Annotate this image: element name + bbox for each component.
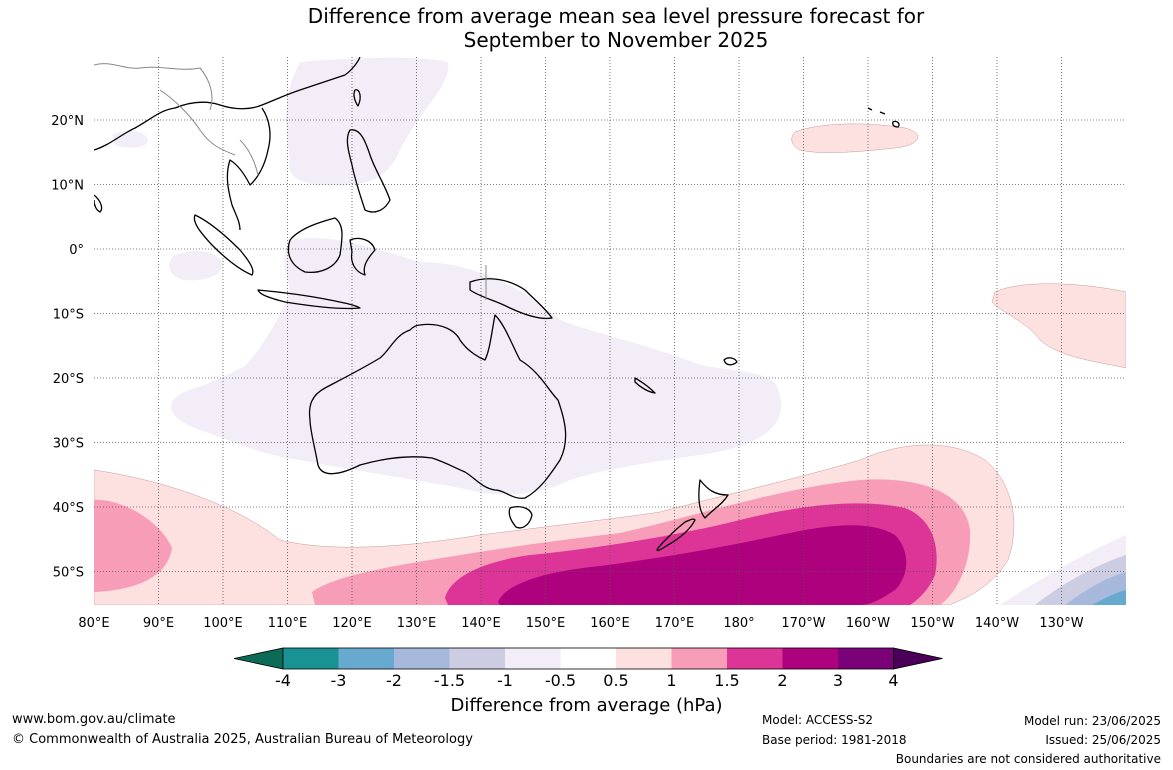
longitude-label: 160°W <box>846 616 890 631</box>
title-line-2: September to November 2025 <box>463 28 769 52</box>
colorbar: -4 -3 -2 -1.5 -1 -0.5 0.5 1 1.5 2 3 4 <box>233 647 943 690</box>
issued-date: Issued: 25/06/2025 <box>1045 733 1161 747</box>
anomaly-region-rose-west <box>94 499 172 592</box>
new-zealand-north-coastline <box>698 479 729 519</box>
sumatra-coastline <box>193 214 254 276</box>
disclaimer-text: Boundaries are not considered authoritat… <box>895 752 1161 766</box>
latitude-label: 10°S <box>53 308 84 323</box>
longitude-label: 130°W <box>1039 616 1083 631</box>
colorbar-swatch <box>505 648 561 669</box>
anomaly-region-purple <box>498 525 907 605</box>
latitude-label: 0° <box>69 243 84 258</box>
longitude-label: 140°E <box>461 616 501 631</box>
new-guinea-coastline <box>469 278 553 320</box>
longitude-label: 130°E <box>397 616 437 631</box>
sulawesi-coastline <box>349 237 376 276</box>
longitude-label: 120°E <box>332 616 372 631</box>
colorbar-tick-label: -4 <box>275 671 291 690</box>
colorbar-swatch <box>727 648 783 669</box>
anomaly-region-pink-north <box>791 123 918 153</box>
website-link[interactable]: www.bom.gov.au/climate <box>12 712 176 727</box>
colorbar-tick-label: -3 <box>331 671 347 690</box>
longitude-label: 180° <box>723 616 754 631</box>
longitude-label: 90°E <box>143 616 174 631</box>
colorbar-tick-label: 2 <box>777 671 787 690</box>
longitude-label: 100°E <box>203 616 243 631</box>
title-line-1: Difference from average mean sea level p… <box>307 4 925 28</box>
colorbar-swatch <box>616 648 672 669</box>
philippines-coastline <box>346 129 391 213</box>
coastlines <box>94 57 900 552</box>
colorbar-tick-label: -1.5 <box>434 671 465 690</box>
copyright-text: © Commonwealth of Australia 2025, Austra… <box>12 732 473 747</box>
anomaly-region-pink-east <box>991 283 1126 369</box>
longitude-label: 150°E <box>526 616 566 631</box>
chart-title: Difference from average mean sea level p… <box>0 4 1173 52</box>
latitude-label: 30°S <box>53 437 84 452</box>
latitude-labels: 20°N 10°N 0° 10°S 20°S 30°S 40°S 50°S <box>51 114 84 581</box>
anomaly-region-darkblue-se <box>1092 590 1126 605</box>
model-run-date: Model run: 23/06/2025 <box>1023 714 1161 728</box>
anomaly-region-lavender-2 <box>171 238 782 495</box>
gridlines <box>94 57 1126 605</box>
taiwan-coastline <box>353 89 361 107</box>
anomaly-region-lavender <box>286 57 449 186</box>
longitude-label: 160°E <box>590 616 630 631</box>
colorbar-swatch <box>338 648 394 669</box>
colorbar-swatch <box>283 648 339 669</box>
latitude-label: 20°N <box>51 114 84 129</box>
longitude-label: 150°W <box>910 616 954 631</box>
latitude-label: 20°S <box>53 372 84 387</box>
colorbar-tick-label: 1 <box>666 671 676 690</box>
colorbar-swatch <box>449 648 505 669</box>
colorbar-border <box>282 647 894 670</box>
latitude-label: 50°S <box>53 566 84 581</box>
colorbar-swatch <box>394 648 450 669</box>
fiji-coastline <box>723 357 738 366</box>
latitude-label: 40°S <box>53 501 84 516</box>
new-zealand-south-coastline <box>656 518 696 552</box>
latitude-label: 10°N <box>51 179 84 194</box>
base-period: Base period: 1981-2018 <box>762 733 907 747</box>
hawaii-coastline <box>867 107 900 128</box>
colorbar-swatch <box>671 648 727 669</box>
colorbar-swatch <box>560 648 616 669</box>
tasmania-coastline <box>508 506 533 529</box>
longitude-label: 80°E <box>78 616 109 631</box>
map-area <box>94 57 1126 605</box>
colorbar-tick-label: 1.5 <box>714 671 739 690</box>
asia-mainland-coastline <box>94 57 361 231</box>
colorbar-tick-label: -2 <box>386 671 402 690</box>
borders <box>94 63 487 300</box>
colorbar-tick-label: 4 <box>888 671 898 690</box>
new-caledonia-coastline <box>634 377 656 394</box>
colorbar-tick-label: -1 <box>497 671 513 690</box>
longitude-labels: 80°E 90°E 100°E 110°E 120°E 130°E 140°E 150°E 16… <box>78 616 1083 631</box>
colorbar-tick-label: 3 <box>833 671 843 690</box>
colorbar-tick-label: -0.5 <box>545 671 576 690</box>
australia-coastline <box>308 314 567 499</box>
colorbar-swatch <box>782 648 838 669</box>
longitude-label: 110°E <box>268 616 308 631</box>
anomaly-region-lavender-4 <box>112 130 148 148</box>
colorbar-tick-label: 0.5 <box>603 671 628 690</box>
model-name: Model: ACCESS-S2 <box>762 713 874 727</box>
java-coastline <box>257 289 361 310</box>
colorbar-label: Difference from average (hPa) <box>450 695 723 716</box>
anomaly-region-lavender-3 <box>169 250 223 281</box>
colorbar-extend-low <box>233 647 284 670</box>
borneo-coastline <box>287 217 343 274</box>
colorbar-extend-high <box>893 647 943 670</box>
india-coastline <box>94 194 103 213</box>
country-borders <box>94 63 487 300</box>
longitude-label: 140°W <box>975 616 1019 631</box>
longitude-label: 170°W <box>781 616 825 631</box>
colorbar-swatch <box>838 648 894 669</box>
longitude-label: 170°E <box>655 616 695 631</box>
